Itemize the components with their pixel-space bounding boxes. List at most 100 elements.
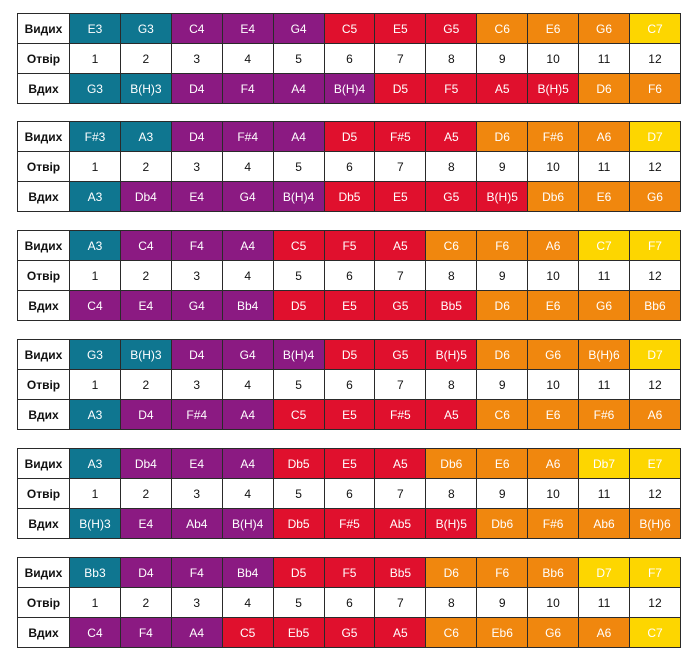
note-cell: G6 [527, 617, 580, 648]
hole-number-cell: 10 [527, 151, 580, 182]
row-label: Вдих [17, 181, 70, 212]
note-cell: G3 [69, 339, 121, 370]
harmonica-table: Видих A3 Db4 E4 A4 Db5 E5 A5 Db6 E6 A6 Db7 E7 Отвір 1 2… [17, 448, 682, 539]
note-cell: C5 [272, 230, 325, 261]
note-cell: A4 [221, 448, 274, 479]
hole-number-cell: 12 [628, 478, 682, 509]
row-label: Видих [17, 448, 70, 479]
note-cell: C5 [272, 399, 325, 430]
hole-number-cell: 1 [69, 369, 121, 400]
note-cell: F#6 [578, 399, 630, 430]
note-cell: F#3 [69, 121, 121, 152]
blow-row: Видих A3 C4 F4 A4 C5 F5 A5 C6 F6 A6 C7 F7 [17, 230, 682, 261]
row-label: Вдих [17, 617, 70, 648]
note-cell: D4 [170, 339, 223, 370]
hole-number-cell: 12 [628, 151, 682, 182]
hole-number-cell: 11 [578, 260, 630, 291]
note-cell: A4 [221, 230, 274, 261]
row-label: Вдих [17, 508, 70, 539]
note-cell: Db6 [476, 508, 529, 539]
note-cell: A5 [425, 399, 478, 430]
hole-number-cell: 4 [221, 478, 274, 509]
note-cell: B(H)5 [527, 73, 580, 104]
hole-number-cell: 5 [272, 151, 325, 182]
note-cell: Db6 [527, 181, 580, 212]
note-cell: B(H)3 [69, 508, 121, 539]
hole-number-cell: 10 [527, 369, 580, 400]
note-cell: Db5 [272, 508, 325, 539]
note-cell: A5 [374, 230, 427, 261]
hole-number-cell: 10 [527, 478, 580, 509]
note-cell: Db7 [578, 448, 630, 479]
note-cell: D5 [323, 339, 376, 370]
draw-row: Вдих G3 B(H)3 D4 F4 A4 B(H)4 D5 F5 A5 B(H)5 D6 F6 [17, 73, 682, 104]
hole-number-cell: 2 [119, 369, 172, 400]
note-cell: D6 [476, 339, 529, 370]
note-cell: G4 [221, 339, 274, 370]
hole-number-cell: 3 [170, 151, 223, 182]
row-label: Отвір [17, 151, 70, 182]
hole-number-cell: 5 [272, 369, 325, 400]
note-cell: F6 [476, 230, 529, 261]
note-cell: D5 [374, 73, 427, 104]
row-label: Вдих [17, 290, 70, 321]
note-cell: F7 [628, 557, 682, 588]
note-cell: Eb5 [272, 617, 325, 648]
note-cell: G5 [374, 339, 427, 370]
hole-number-cell: 3 [170, 43, 223, 74]
hole-number-cell: 1 [69, 478, 121, 509]
note-cell: G3 [69, 73, 121, 104]
note-cell: F#4 [170, 399, 223, 430]
hole-number-cell: 7 [374, 43, 427, 74]
note-cell: F6 [476, 557, 529, 588]
hole-number-cell: 11 [578, 369, 630, 400]
note-cell: A6 [527, 448, 580, 479]
note-cell: A6 [527, 230, 580, 261]
note-cell: F6 [628, 73, 682, 104]
hole-number-cell: 3 [170, 478, 223, 509]
hole-number-cell: 3 [170, 587, 223, 618]
note-cell: E3 [69, 13, 121, 44]
note-cell: A4 [272, 121, 325, 152]
hole-number-cell: 1 [69, 43, 121, 74]
note-cell: D6 [425, 557, 478, 588]
note-cell: D4 [119, 399, 172, 430]
note-cell: C4 [69, 617, 121, 648]
hole-number-cell: 12 [628, 587, 682, 618]
note-cell: A3 [69, 399, 121, 430]
note-cell: B(H)4 [323, 73, 376, 104]
hole-number-cell: 9 [476, 369, 529, 400]
hole-number-cell: 2 [119, 587, 172, 618]
note-cell: B(H)5 [425, 508, 478, 539]
draw-row: Вдих C4 F4 A4 C5 Eb5 G5 A5 C6 Eb6 G6 A6 C7 [17, 617, 682, 648]
hole-number-cell: 7 [374, 369, 427, 400]
hole-number-cell: 7 [374, 151, 427, 182]
note-cell: A3 [69, 230, 121, 261]
hole-number-cell: 8 [425, 260, 478, 291]
hole-number-cell: 6 [323, 369, 376, 400]
hole-row: Отвір 1 2 3 4 5 6 7 8 9 10 11 12 [17, 260, 682, 291]
note-cell: Eb6 [476, 617, 529, 648]
note-cell: C6 [476, 13, 529, 44]
row-label: Отвір [17, 478, 70, 509]
row-label: Отвір [17, 369, 70, 400]
note-cell: E5 [323, 290, 376, 321]
note-cell: A5 [374, 617, 427, 648]
note-cell: D5 [323, 121, 376, 152]
hole-number-cell: 11 [578, 478, 630, 509]
hole-number-cell: 2 [119, 260, 172, 291]
note-cell: G5 [425, 181, 478, 212]
note-cell: Bb6 [628, 290, 682, 321]
note-cell: Db4 [119, 181, 172, 212]
note-cell: E4 [221, 13, 274, 44]
note-cell: B(H)5 [476, 181, 529, 212]
note-cell: A5 [476, 73, 529, 104]
hole-number-cell: 4 [221, 43, 274, 74]
note-cell: Db5 [272, 448, 325, 479]
note-cell: A6 [578, 617, 630, 648]
row-label: Видих [17, 339, 70, 370]
note-cell: E4 [170, 181, 223, 212]
hole-number-cell: 8 [425, 43, 478, 74]
note-cell: F7 [628, 230, 682, 261]
note-cell: Db4 [119, 448, 172, 479]
